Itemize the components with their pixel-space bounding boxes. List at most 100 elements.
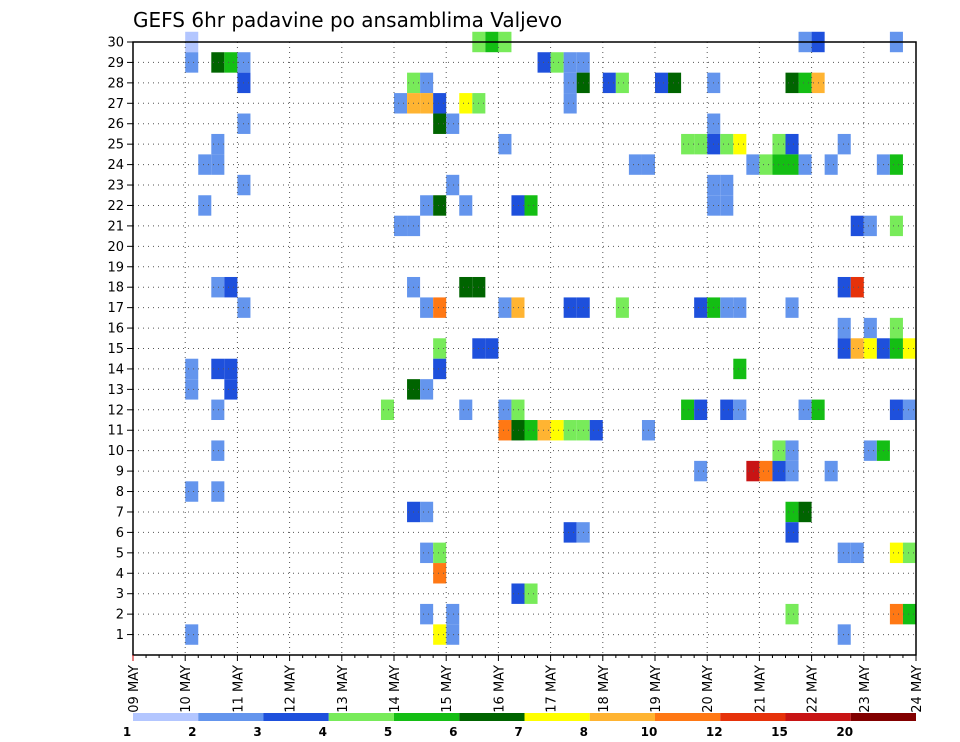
heatmap-cell (733, 297, 747, 318)
heatmap-cell (563, 522, 577, 543)
y-tick-label: 17 (107, 301, 124, 316)
heatmap-cell (889, 542, 903, 564)
y-tick-label: 4 (116, 567, 124, 582)
heatmap-cell (720, 399, 734, 421)
heatmap-cell (459, 399, 473, 421)
heatmap-cell (668, 72, 682, 94)
x-tick-label: 19 MAY (649, 665, 664, 713)
heatmap-cell (524, 195, 538, 216)
heatmap-cell (198, 154, 212, 175)
heatmap-cell (433, 358, 447, 380)
heatmap-cell (446, 174, 460, 196)
heatmap-cell (433, 113, 447, 134)
heatmap-cell (720, 133, 734, 155)
heatmap-cell (746, 460, 760, 482)
legend-swatch (589, 713, 655, 721)
heatmap-cell (785, 154, 799, 175)
heatmap-cell (863, 317, 877, 339)
heatmap-cell (889, 338, 903, 359)
heatmap-cell (524, 583, 538, 604)
heatmap-cell (420, 542, 434, 564)
legend-label: 3 (253, 725, 261, 739)
legend-swatch (720, 713, 786, 721)
heatmap-cell (694, 133, 708, 155)
heatmap-cell (433, 563, 447, 584)
legend-swatch (328, 713, 394, 721)
heatmap-cell (420, 93, 434, 114)
heatmap-cell (433, 93, 447, 114)
heatmap-cell (394, 93, 408, 114)
color-legend: 1 2 3 4 5 6 7 8 10 12 15 20 (123, 713, 916, 739)
heatmap-cell (211, 481, 225, 502)
heatmap-cell (511, 399, 525, 421)
heatmap-cell (798, 399, 812, 421)
heatmap-cell (537, 52, 551, 73)
heatmap-cell (837, 624, 851, 645)
heatmap-cell (902, 603, 916, 625)
heatmap-cell (615, 72, 629, 94)
y-tick-label: 19 (107, 260, 124, 275)
y-tick-label: 9 (116, 465, 124, 480)
y-tick-label: 22 (107, 199, 124, 214)
legend-label: 8 (580, 725, 588, 739)
legend-label: 7 (514, 725, 522, 739)
heatmap-cell (498, 133, 512, 155)
heatmap-cell (185, 481, 199, 502)
heatmap-cell (459, 276, 473, 298)
heatmap-cell (850, 215, 864, 237)
heatmap-cell (420, 379, 434, 400)
heatmap-cell (733, 358, 747, 380)
y-tick-label: 3 (116, 587, 124, 602)
y-tick-label: 7 (116, 505, 124, 520)
heatmap-cell (850, 338, 864, 359)
y-tick-label: 24 (107, 158, 124, 173)
heatmap-cell (837, 542, 851, 564)
heatmap-cell (446, 603, 460, 625)
heatmap-cell (563, 72, 577, 94)
x-tick-label: 09 MAY (127, 665, 142, 713)
y-axis: 1234567891011121314151617181920212223242… (107, 36, 133, 643)
heatmap-cell (563, 93, 577, 114)
heatmap-cell (211, 276, 225, 298)
heatmap-cell (759, 460, 773, 482)
y-tick-label: 25 (107, 138, 124, 153)
legend-swatch (263, 713, 329, 721)
heatmap-cell (837, 338, 851, 359)
heatmap-cell (420, 72, 434, 94)
heatmap-cell (589, 420, 603, 441)
legend-swatch (655, 713, 721, 721)
heatmap-cell (446, 113, 460, 134)
y-tick-label: 15 (107, 342, 124, 357)
heatmap-cell (185, 52, 199, 73)
heatmap-cell (798, 501, 812, 523)
legend-label: 1 (123, 725, 131, 739)
legend-label: 15 (771, 725, 788, 739)
heatmap-cell (185, 358, 199, 380)
y-tick-label: 28 (107, 76, 124, 91)
x-tick-label: 10 MAY (179, 665, 194, 713)
heatmap-cell (433, 195, 447, 216)
legend-label: 12 (706, 725, 723, 739)
heatmap-cell (420, 501, 434, 523)
heatmap-cell (211, 133, 225, 155)
y-tick-label: 29 (107, 56, 124, 71)
heatmap-cell (394, 215, 408, 237)
y-tick-label: 2 (116, 608, 124, 623)
legend-swatch (198, 713, 264, 721)
y-tick-label: 20 (107, 240, 124, 255)
heatmap-cell (863, 215, 877, 237)
heatmap-cell (681, 399, 695, 421)
y-tick-label: 27 (107, 97, 124, 112)
heatmap-cell (211, 52, 225, 73)
heatmap-cell (863, 338, 877, 359)
heatmap-cell (720, 195, 734, 216)
heatmap-cell (380, 399, 394, 421)
y-tick-label: 11 (107, 424, 124, 439)
heatmap-cell (889, 215, 903, 237)
heatmap-cell (694, 297, 708, 318)
heatmap-cell (902, 338, 916, 359)
heatmap-cells (185, 31, 916, 645)
heatmap-cell (433, 338, 447, 359)
x-tick-label: 21 MAY (753, 665, 768, 713)
x-tick-label: 20 MAY (701, 665, 716, 713)
